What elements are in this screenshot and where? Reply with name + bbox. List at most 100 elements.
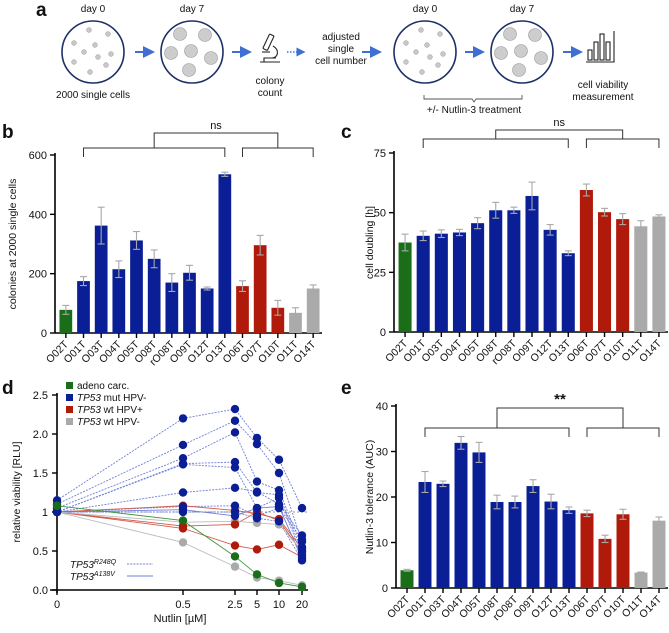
step3-caption-line1: colony <box>256 76 285 87</box>
legend: adeno carc.TP53 mut HPV-TP53 wt HPV+TP53… <box>66 381 146 428</box>
bar <box>416 235 430 332</box>
cell-dot <box>81 49 87 55</box>
y-axis-label: cell doubling [h] <box>364 206 376 279</box>
bar <box>525 195 539 332</box>
cell-dot <box>437 31 443 37</box>
y-tick-label: 0 <box>382 583 388 595</box>
bar <box>489 210 503 332</box>
bar <box>218 174 232 333</box>
panel-b: b 0 200 400 600 colonies at 2000 single cell… <box>2 120 322 368</box>
step6-day-label: day 7 <box>510 4 535 15</box>
cell-dot <box>71 59 77 65</box>
panel-letter-d: d <box>2 378 14 399</box>
bar <box>634 226 648 332</box>
bar <box>634 572 648 588</box>
cell-dot <box>108 51 114 57</box>
bar <box>77 281 90 333</box>
data-point <box>274 493 284 503</box>
significance-bracket-right <box>242 147 314 157</box>
significance-bracket-left <box>83 147 226 157</box>
microscope-icon <box>260 33 280 63</box>
y-tick-label: 0 <box>380 327 386 339</box>
data-point <box>178 488 188 497</box>
data-point <box>252 477 262 486</box>
legend-label-gene: TP53 <box>77 417 101 428</box>
data-point <box>178 414 188 423</box>
bar <box>183 272 196 333</box>
colony-dot <box>164 46 178 60</box>
data-point <box>230 404 240 414</box>
petri-dish-small-cells-icon <box>61 20 125 84</box>
significance-label: ns <box>553 117 565 129</box>
legend-swatch <box>66 406 73 413</box>
series-line <box>56 431 303 548</box>
dish-outline <box>393 20 457 84</box>
petri-dish-colonies-icon <box>490 20 554 84</box>
y-tick-label: 1 <box>42 507 48 519</box>
chart-d: 0.0 0.5 1 1.5 2.0 2.5 0 0.5 2.5 5 10 20 Nutlin [µM] r… <box>11 381 308 625</box>
step5-day-label: day 0 <box>413 4 438 15</box>
step4-line2: single <box>328 44 355 55</box>
data-point <box>252 487 262 496</box>
colony-dot <box>514 44 528 58</box>
bar <box>508 502 522 588</box>
bar <box>59 309 73 333</box>
significance-bracket-left <box>422 138 569 148</box>
data-point <box>230 483 240 493</box>
data-point <box>274 578 284 588</box>
bar <box>165 282 179 333</box>
y-tick-label: 600 <box>29 150 47 162</box>
y-tick-label: 200 <box>29 269 47 281</box>
data-point <box>252 433 262 443</box>
treatment-label: +/- Nutlin-3 treatment <box>427 105 521 116</box>
step1-day-label: day 0 <box>81 4 106 15</box>
treatment-brace <box>423 95 523 103</box>
panel-letter-a: a <box>36 0 47 21</box>
bar <box>652 216 666 332</box>
bar <box>306 288 320 333</box>
bar <box>418 481 432 588</box>
y-tick-label: 0.0 <box>33 585 48 597</box>
y-tick-label: 1.5 <box>33 468 48 480</box>
significance-bracket-top <box>153 132 279 148</box>
bar <box>598 212 612 332</box>
bar <box>490 502 504 588</box>
step2-day-label: day 7 <box>180 4 205 15</box>
data-point <box>252 503 262 513</box>
data-point <box>178 440 188 450</box>
line-style-legend-label: TP53R248Q <box>70 559 117 571</box>
bar <box>94 225 108 333</box>
bar <box>253 245 267 333</box>
petri-dish-small-cells-icon <box>393 20 457 84</box>
bar <box>454 442 468 588</box>
data-point <box>252 439 262 449</box>
cell-dot <box>87 69 93 75</box>
cell-dot <box>103 62 109 68</box>
colony-dot <box>534 51 548 65</box>
y-tick-label: 0.5 <box>33 546 48 558</box>
y-tick-label: 25 <box>374 267 386 279</box>
step4-line1: adjusted <box>322 32 360 43</box>
series-line <box>56 511 303 553</box>
y-tick-label: 75 <box>374 148 386 160</box>
series-line <box>56 506 303 559</box>
legend-label-rest: wt HPV- <box>101 417 140 428</box>
y-tick-label: 30 <box>376 447 388 459</box>
bar <box>544 501 558 588</box>
cell-dot <box>419 69 425 75</box>
colony-dot <box>528 28 542 42</box>
panel-letter-b: b <box>2 122 14 143</box>
y-tick-label: 400 <box>29 209 47 221</box>
data-point <box>252 570 262 579</box>
legend-label-rest: mut HPV- <box>101 393 147 404</box>
colony-dot <box>512 63 526 77</box>
bar <box>271 307 285 333</box>
bar <box>436 483 450 588</box>
data-point <box>178 524 188 533</box>
series-line <box>57 511 303 561</box>
data-point <box>230 541 240 550</box>
